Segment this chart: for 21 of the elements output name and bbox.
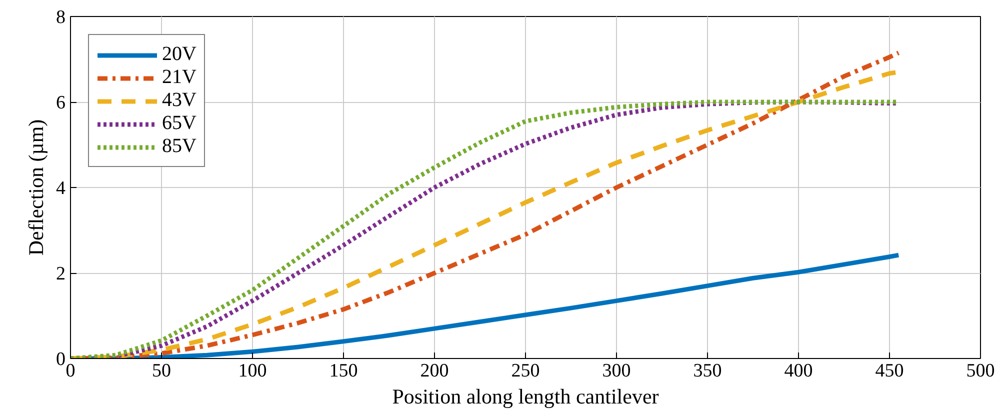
legend-label: 65V xyxy=(162,112,196,135)
x-tick-label: 400 xyxy=(784,360,813,382)
legend-label: 85V xyxy=(162,135,196,158)
x-tick-label: 250 xyxy=(511,360,540,382)
legend-label: 43V xyxy=(162,89,196,112)
legend-label: 21V xyxy=(162,66,196,89)
x-tick-label: 350 xyxy=(693,360,722,382)
x-tick-label: 300 xyxy=(602,360,631,382)
y-axis-title: Deflection (µm) xyxy=(24,119,48,256)
y-tick-label: 2 xyxy=(56,264,66,284)
y-tick-label: 8 xyxy=(56,7,66,28)
y-tick-label: 6 xyxy=(56,92,66,114)
x-axis-title: Position along length cantilever xyxy=(392,384,659,408)
legend-label: 20V xyxy=(162,43,196,66)
x-tick-label: 500 xyxy=(966,360,995,382)
x-tick-label: 150 xyxy=(329,360,358,382)
y-tick-label: 4 xyxy=(56,178,66,199)
x-tick-label: 50 xyxy=(152,360,171,382)
x-tick-label: 450 xyxy=(875,360,904,382)
x-tick-label: 100 xyxy=(238,360,267,382)
x-tick-label: 200 xyxy=(420,360,449,382)
